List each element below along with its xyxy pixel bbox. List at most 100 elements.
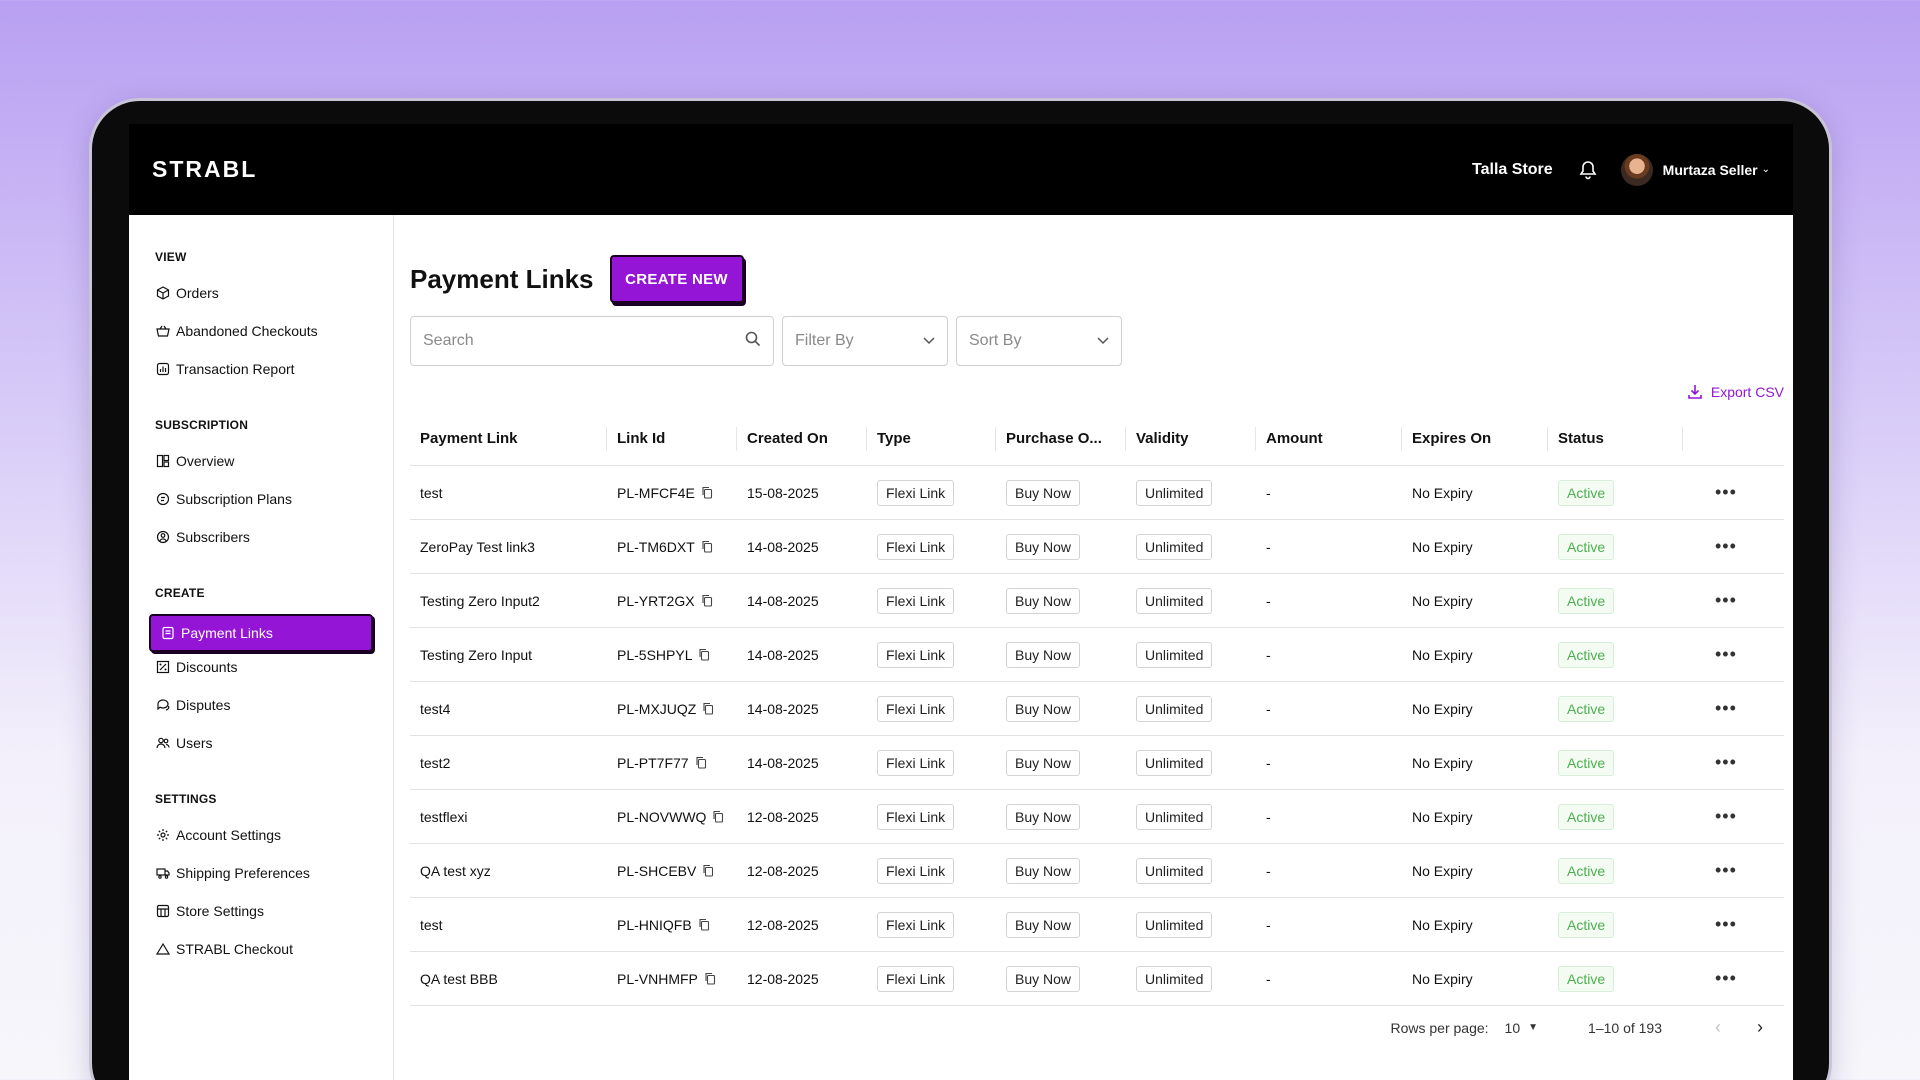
- column-header[interactable]: Purchase O...: [996, 426, 1126, 451]
- type-chip: Flexi Link: [877, 533, 955, 560]
- payment-link-name[interactable]: QA test BBB: [420, 970, 498, 987]
- store-name[interactable]: Talla Store: [1472, 160, 1553, 178]
- type-cell: Flexi Link: [867, 749, 996, 776]
- search-icon[interactable]: [745, 331, 761, 352]
- type-cell: Flexi Link: [867, 695, 996, 722]
- next-page-icon[interactable]: ›: [1757, 1017, 1763, 1037]
- payment-link-name[interactable]: testflexi: [420, 808, 468, 825]
- copy-icon[interactable]: [701, 594, 713, 607]
- payment-link-name[interactable]: test2: [420, 754, 451, 771]
- copy-icon[interactable]: [701, 486, 713, 499]
- column-header[interactable]: Status: [1548, 426, 1683, 451]
- sidebar-section-view: VIEW Orders Abandoned Checkouts Transaction…: [129, 250, 393, 392]
- payment-link-name[interactable]: QA test xyz: [420, 862, 491, 879]
- user-name[interactable]: Murtaza Seller: [1662, 161, 1758, 178]
- more-options-icon[interactable]: •••: [1715, 698, 1737, 718]
- more-options-icon[interactable]: •••: [1715, 968, 1737, 988]
- status-cell: Active: [1548, 803, 1683, 830]
- column-header[interactable]: [1683, 427, 1784, 451]
- table-row[interactable]: Testing Zero Input2 PL-YRT2GX 14-08-2025 Fl…: [410, 574, 1784, 628]
- purchase-option-cell: Buy Now: [996, 857, 1126, 884]
- table-row[interactable]: test2 PL-PT7F77 14-08-2025 Flexi Link Buy No…: [410, 736, 1784, 790]
- payment-link-name[interactable]: test: [420, 916, 443, 933]
- sidebar-item-transaction-report[interactable]: Transaction Report: [129, 346, 393, 392]
- copy-icon[interactable]: [702, 864, 714, 877]
- sidebar-item-discounts[interactable]: Discounts: [129, 644, 393, 690]
- column-header[interactable]: Payment Link: [410, 426, 607, 451]
- column-header[interactable]: Type: [867, 426, 996, 451]
- validity-cell: Unlimited: [1126, 641, 1256, 668]
- table-row[interactable]: QA test xyz PL-SHCEBV 12-08-2025 Flexi Link…: [410, 844, 1784, 898]
- column-header[interactable]: Validity: [1126, 426, 1256, 451]
- strabl-logo[interactable]: STRABL: [152, 156, 258, 182]
- copy-icon[interactable]: [702, 702, 714, 715]
- link-id-cell: PL-HNIQFB: [607, 917, 737, 933]
- box-icon: [155, 285, 171, 301]
- more-options-icon[interactable]: •••: [1715, 860, 1737, 880]
- export-csv-button[interactable]: Export CSV: [1687, 384, 1784, 400]
- sidebar-item-subscribers[interactable]: Subscribers: [129, 514, 393, 560]
- status-badge: Active: [1558, 695, 1615, 722]
- copy-icon[interactable]: [701, 540, 713, 553]
- more-options-icon[interactable]: •••: [1715, 536, 1737, 556]
- bell-icon[interactable]: [1579, 160, 1599, 180]
- more-options-icon[interactable]: •••: [1715, 590, 1737, 610]
- column-header[interactable]: Created On: [737, 426, 867, 451]
- avatar[interactable]: [1620, 153, 1653, 186]
- column-header[interactable]: Link Id: [607, 426, 737, 451]
- more-options-icon[interactable]: •••: [1715, 482, 1737, 502]
- sidebar-item-subscription-plans[interactable]: Subscription Plans: [129, 476, 393, 522]
- column-header[interactable]: Amount: [1256, 426, 1402, 451]
- payment-link-name[interactable]: Testing Zero Input: [420, 646, 533, 663]
- copy-icon[interactable]: [704, 972, 716, 985]
- sidebar-item-account-settings[interactable]: Account Settings: [129, 812, 393, 858]
- sidebar-item-shipping-preferences[interactable]: Shipping Preferences: [129, 850, 393, 896]
- report-icon: [155, 361, 171, 377]
- search-input[interactable]: [423, 332, 745, 350]
- payment-link-name[interactable]: test: [420, 484, 443, 501]
- sidebar-item-payment-links[interactable]: Payment Links: [149, 614, 373, 652]
- more-options-icon[interactable]: •••: [1715, 752, 1737, 772]
- table-row[interactable]: testflexi PL-NOVWWQ 12-08-2025 Flexi Link Bu…: [410, 790, 1784, 844]
- chevron-down-icon[interactable]: ⌄: [1761, 164, 1770, 175]
- table-row[interactable]: Testing Zero Input PL-5SHPYL 14-08-2025 Fle…: [410, 628, 1784, 682]
- sidebar-item-orders[interactable]: Orders: [129, 270, 393, 316]
- sidebar-item-store-settings[interactable]: Store Settings: [129, 888, 393, 934]
- sidebar-item-users[interactable]: Users: [129, 720, 393, 766]
- more-options-icon[interactable]: •••: [1715, 914, 1737, 934]
- sidebar-item-label: STRABL Checkout: [176, 941, 293, 957]
- filter-by-select[interactable]: Filter By: [782, 316, 948, 366]
- sidebar-item-overview[interactable]: Overview: [129, 438, 393, 484]
- status-cell: Active: [1548, 533, 1683, 560]
- table-row[interactable]: test PL-HNIQFB 12-08-2025 Flexi Link Buy Now…: [410, 898, 1784, 952]
- type-cell: Flexi Link: [867, 641, 996, 668]
- more-options-icon[interactable]: •••: [1715, 806, 1737, 826]
- type-cell: Flexi Link: [867, 587, 996, 614]
- copy-icon[interactable]: [712, 810, 724, 823]
- sidebar-item-abandoned-checkouts[interactable]: Abandoned Checkouts: [129, 308, 393, 354]
- validity-chip: Unlimited: [1136, 695, 1213, 722]
- link-id: PL-SHCEBV: [617, 862, 697, 879]
- copy-icon[interactable]: [698, 648, 710, 661]
- sort-by-label: Sort By: [969, 332, 1022, 349]
- prev-page-icon[interactable]: ‹: [1715, 1017, 1721, 1037]
- create-new-button[interactable]: CREATE NEW: [609, 255, 744, 303]
- copy-icon[interactable]: [695, 756, 707, 769]
- table-row[interactable]: test PL-MFCF4E 15-08-2025 Flexi Link Buy Now…: [410, 466, 1784, 520]
- sidebar-item-disputes[interactable]: Disputes: [129, 682, 393, 728]
- status-badge: Active: [1558, 641, 1615, 668]
- table-row[interactable]: ZeroPay Test link3 PL-TM6DXT 14-08-2025 Fle…: [410, 520, 1784, 574]
- search-box[interactable]: [410, 316, 774, 366]
- sidebar-item-strabl-checkout[interactable]: STRABL Checkout: [129, 926, 393, 972]
- table-row[interactable]: test4 PL-MXJUQZ 14-08-2025 Flexi Link Buy No…: [410, 682, 1784, 736]
- payment-link-name[interactable]: ZeroPay Test link3: [420, 538, 535, 555]
- payment-link-name[interactable]: test4: [420, 700, 451, 717]
- more-options-icon[interactable]: •••: [1715, 644, 1737, 664]
- copy-icon[interactable]: [698, 918, 710, 931]
- sort-by-select[interactable]: Sort By: [956, 316, 1122, 366]
- table-row[interactable]: QA test BBB PL-VNHMFP 12-08-2025 Flexi Link…: [410, 952, 1784, 1006]
- column-header[interactable]: Expires On: [1402, 426, 1548, 451]
- topbar-right: Talla Store Murtaza Seller ⌄: [1472, 153, 1770, 186]
- payment-link-name[interactable]: Testing Zero Input2: [420, 592, 540, 609]
- rows-per-page-select[interactable]: 10 ▼: [1505, 1020, 1538, 1036]
